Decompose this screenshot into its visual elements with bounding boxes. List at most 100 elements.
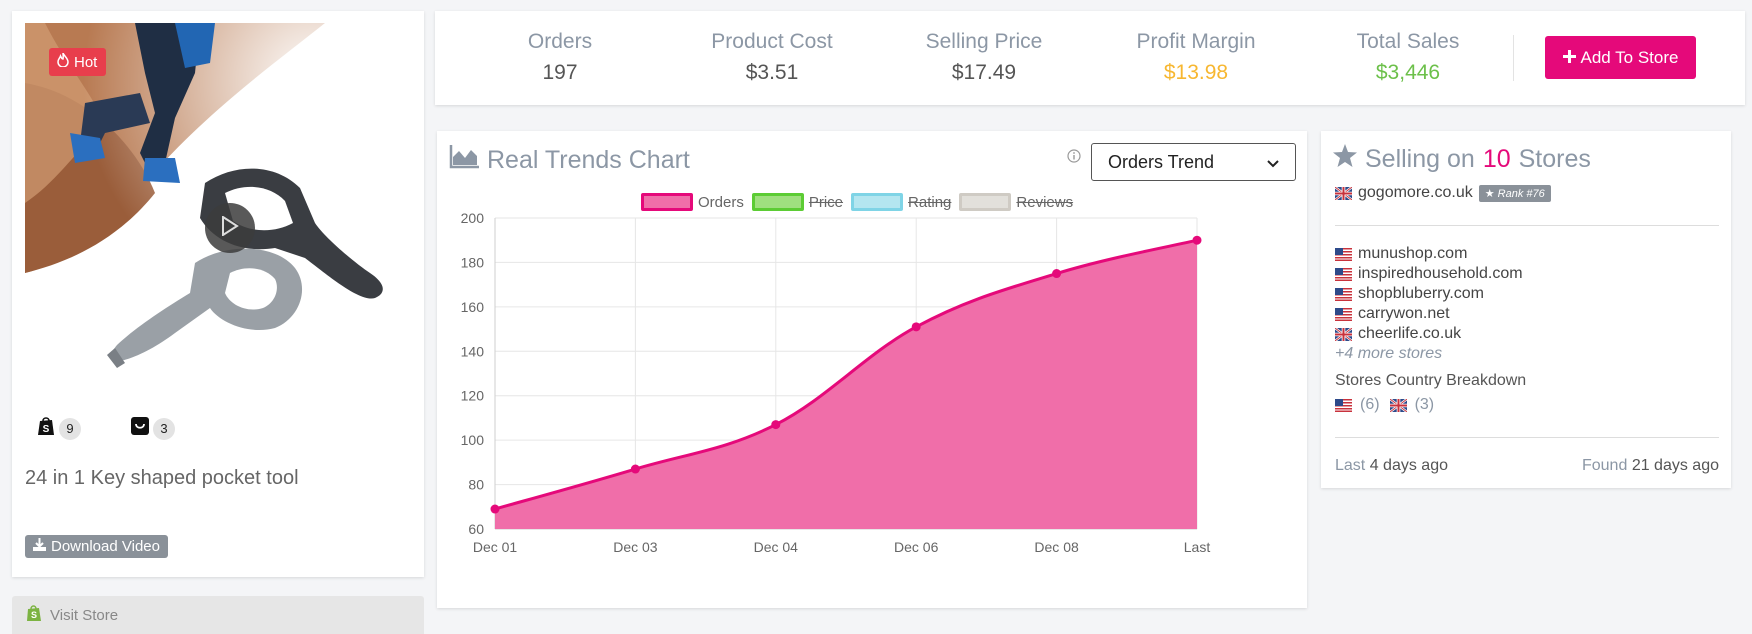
orders-data-point[interactable] xyxy=(630,464,640,474)
shopify-count: S 9 xyxy=(37,416,81,441)
country-breakdown: (6) (3) xyxy=(1335,396,1434,414)
other-count-value: 3 xyxy=(153,417,175,440)
orders-area-fill xyxy=(495,240,1197,529)
product-card: Hot S 9 3 24 in 1 Key shaped pocket tool… xyxy=(12,11,424,577)
breakdown-label: Stores Country Breakdown xyxy=(1335,372,1527,389)
x-tick-label: Dec 01 xyxy=(473,539,518,555)
play-icon xyxy=(221,214,239,241)
store-list-item[interactable]: cheerlife.co.uk xyxy=(1334,324,1523,344)
flame-icon xyxy=(57,52,69,71)
stat-profit-margin: Profit Margin $13.98 xyxy=(1096,30,1296,85)
info-icon[interactable] xyxy=(1067,149,1081,168)
us-flag-icon xyxy=(1335,307,1352,322)
stat-sales-label: Total Sales xyxy=(1356,30,1460,53)
stat-margin-label: Profit Margin xyxy=(1136,30,1256,53)
uk-flag-icon xyxy=(1334,185,1353,201)
download-video-button[interactable]: Download Video xyxy=(25,535,168,558)
store-list-item[interactable]: munushop.com xyxy=(1335,244,1523,264)
uk-count: (3) xyxy=(1414,396,1435,413)
area-chart-icon xyxy=(449,145,479,176)
stat-margin-value: $13.98 xyxy=(1163,61,1229,84)
us-flag-icon xyxy=(1335,267,1352,282)
download-label: Download Video xyxy=(51,538,160,555)
visit-store-button[interactable]: S Visit Store xyxy=(12,596,424,634)
stat-orders-value: 197 xyxy=(542,61,578,84)
y-tick-label: 80 xyxy=(468,477,484,493)
shopify-bag-icon: S xyxy=(26,604,42,626)
rank-label: Rank #76 xyxy=(1497,187,1545,200)
hot-badge: Hot xyxy=(49,48,107,76)
stores-title: Selling on 10 Stores xyxy=(1333,144,1591,174)
legend-swatch xyxy=(851,193,904,211)
orders-data-point[interactable] xyxy=(1192,235,1202,245)
trend-select-value: Orders Trend xyxy=(1108,151,1215,172)
more-stores-link[interactable]: +4 more stores xyxy=(1335,345,1443,362)
found-date: Found 21 days ago xyxy=(1582,457,1719,475)
stores-title-prefix: Selling on xyxy=(1365,144,1475,173)
stats-divider xyxy=(1513,35,1514,81)
trends-title: Real Trends Chart xyxy=(449,145,690,176)
svg-text:S: S xyxy=(31,610,37,620)
orders-series-line xyxy=(494,238,1198,511)
x-tick-label: Dec 04 xyxy=(754,539,799,555)
stats-bar: Orders 197 Product Cost $3.51 Selling Pr… xyxy=(435,11,1745,105)
orders-data-point[interactable] xyxy=(1052,269,1062,279)
top-store-name: gogomore.co.uk xyxy=(1358,184,1473,201)
legend-label: Orders xyxy=(698,193,744,211)
legend-item-rating[interactable]: Rating xyxy=(851,193,951,211)
last-seen: Last 4 days ago xyxy=(1335,457,1448,475)
trends-title-text: Real Trends Chart xyxy=(487,146,690,174)
legend-item-orders[interactable]: Orders xyxy=(641,193,744,211)
us-flag-icon xyxy=(1335,287,1352,302)
play-video-button[interactable] xyxy=(205,203,255,253)
store-list: munushop.com inspiredhousehold.com shopblu… xyxy=(1334,244,1523,364)
x-tick-label: Dec 06 xyxy=(894,539,939,555)
y-tick-label: 160 xyxy=(461,299,485,315)
legend-item-price[interactable]: Price xyxy=(751,193,843,211)
orders-trend-chart: 200 180 160 140 120 100 80 60 Dec 01 Dec 03 Dec 04… xyxy=(461,210,1211,555)
add-to-store-label: Add To Store xyxy=(1580,47,1679,67)
store-list-item[interactable]: inspiredhousehold.com xyxy=(1335,264,1523,284)
us-flag-icon xyxy=(1335,398,1352,412)
visit-store-label: Visit Store xyxy=(50,606,119,624)
other-platform-count: 3 xyxy=(131,416,175,441)
stat-orders: Orders 197 xyxy=(460,30,660,85)
top-store[interactable]: gogomore.co.uk ★ Rank #76 xyxy=(1334,184,1551,202)
trend-select[interactable]: Orders Trend xyxy=(1091,143,1296,181)
orders-data-point[interactable] xyxy=(771,420,781,430)
rank-star-icon: ★ xyxy=(1484,187,1495,200)
x-tick-label: Dec 08 xyxy=(1034,539,1079,555)
add-to-store-button[interactable]: Add To Store xyxy=(1545,36,1696,79)
product-image[interactable]: Hot xyxy=(25,23,413,411)
store-list-item[interactable]: carrywon.net xyxy=(1335,304,1523,324)
store-name: shopbluberry.com xyxy=(1358,285,1484,302)
store-list-item[interactable]: shopbluberry.com xyxy=(1335,284,1523,304)
svg-text:S: S xyxy=(43,424,50,435)
last-label: Last xyxy=(1335,457,1366,474)
legend-swatch xyxy=(751,193,804,211)
stat-orders-label: Orders xyxy=(527,30,593,53)
stat-selling-price: Selling Price $17.49 xyxy=(884,30,1084,85)
stores-divider-top xyxy=(1335,225,1719,226)
y-tick-label: 140 xyxy=(461,343,485,359)
stat-price-value: $17.49 xyxy=(951,61,1017,84)
y-tick-label: 60 xyxy=(468,521,484,537)
orders-data-point[interactable] xyxy=(911,322,921,332)
stat-cost-value: $3.51 xyxy=(745,61,799,84)
product-title: 24 in 1 Key shaped pocket tool xyxy=(25,467,299,489)
plus-icon xyxy=(1562,48,1576,68)
chevron-down-icon xyxy=(1267,152,1279,173)
stat-product-cost: Product Cost $3.51 xyxy=(672,30,872,85)
shopify-icon: S xyxy=(37,416,55,441)
us-count: (6) xyxy=(1360,396,1380,413)
legend-item-reviews[interactable]: Reviews xyxy=(959,193,1073,211)
product-illustration xyxy=(25,23,413,411)
legend-swatch xyxy=(959,193,1012,211)
star-icon xyxy=(1333,144,1357,174)
us-flag-icon xyxy=(1335,247,1352,262)
orders-data-point[interactable] xyxy=(490,504,500,514)
uk-flag-icon xyxy=(1388,397,1408,413)
trends-chart-card: 200 180 160 140 120 100 80 60 Dec 01 Dec 03 Dec 04… xyxy=(437,131,1307,608)
stat-price-label: Selling Price xyxy=(925,30,1043,53)
found-value: 21 days ago xyxy=(1631,457,1719,474)
